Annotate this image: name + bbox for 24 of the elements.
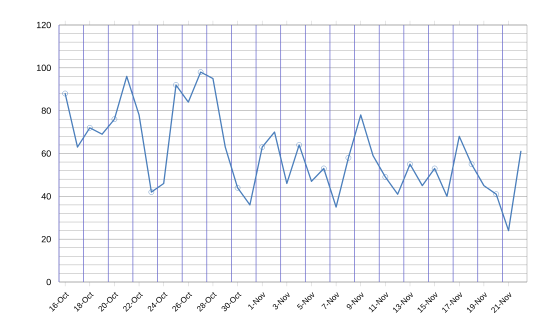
y-tick-label: 80	[42, 107, 51, 114]
y-tick-label: 20	[42, 236, 51, 242]
point	[407, 161, 413, 167]
y-tick-label: 100	[36, 64, 51, 72]
point	[62, 90, 68, 96]
point	[87, 125, 93, 131]
point	[296, 142, 302, 148]
point	[432, 166, 438, 172]
point	[468, 161, 474, 167]
point	[148, 189, 154, 195]
y-tick-label: 40	[41, 193, 51, 200]
point	[382, 174, 388, 180]
point	[259, 144, 266, 150]
point	[198, 69, 204, 75]
point	[321, 166, 327, 172]
point	[173, 82, 179, 88]
line-series	[64, 71, 522, 232]
point	[493, 191, 500, 197]
y-tick-label: 60	[42, 150, 51, 157]
point	[346, 154, 352, 161]
point	[112, 116, 118, 122]
point	[234, 184, 240, 191]
y-tick-label: 120	[36, 22, 51, 28]
y-tick-label: 0	[46, 278, 51, 286]
